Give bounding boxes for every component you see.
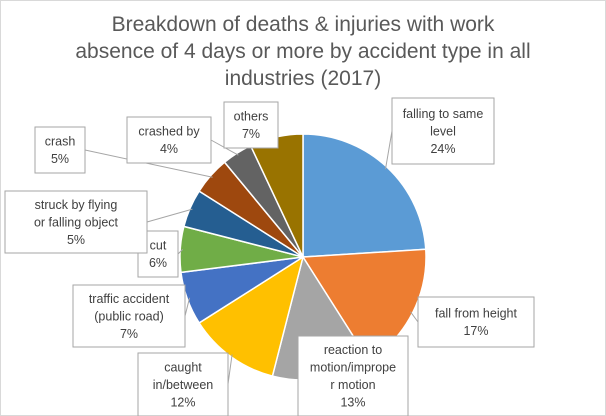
data-label-box (4, 190, 148, 254)
chart-title-line-1: Breakdown of deaths & injuries with work (112, 13, 495, 36)
data-label-category: others (234, 110, 269, 124)
data-label-box (72, 284, 186, 348)
chart-title: Breakdown of deaths & injuries with work… (75, 13, 530, 90)
data-labels: falling to same level 24% fall from height 1… (4, 97, 535, 416)
data-label-crashed-by: crashed by 4% (126, 116, 212, 164)
data-label-box (126, 116, 212, 164)
data-label-fall-from-height: fall from height 17% (417, 296, 535, 348)
data-label-caught-in-between: caught in/between 12% (137, 352, 229, 416)
leader-line-falling-to-same-level (385, 130, 393, 170)
data-label-traffic-accident-public-road: traffic accident (public road) 7% (72, 284, 186, 348)
data-label-value: 24% (430, 142, 455, 156)
leader-line-caught-in-between (227, 354, 233, 385)
data-label-category: crashed by (138, 125, 200, 139)
pie-slices (179, 133, 427, 381)
data-label-box (137, 352, 229, 416)
data-label-category: or falling object (34, 215, 119, 229)
data-label-reaction-to-motion-improper-motion: reaction to motion/imprope r motion 13% (297, 335, 409, 416)
data-label-category: falling to same (403, 107, 484, 121)
data-label-category: struck by flying (35, 198, 118, 212)
pie-slice-caught-in-between (198, 255, 305, 378)
data-label-value: 13% (340, 396, 365, 410)
leader-line-fall-from-height (409, 311, 419, 323)
leader-line-traffic-accident-public-road (184, 297, 191, 317)
data-label-crash: crash 5% (34, 126, 86, 174)
data-label-box (297, 335, 409, 416)
data-label-value: 4% (160, 142, 178, 156)
data-label-category: in/between (153, 378, 214, 392)
data-label-falling-to-same-level: falling to same level 24% (391, 97, 495, 165)
data-label-category: motion/imprope (310, 361, 396, 375)
data-label-category: caught (164, 360, 202, 374)
data-label-box (391, 97, 495, 165)
leader-line-struck-by-flying-or-falling-object (146, 208, 193, 223)
data-label-category: cut (150, 239, 167, 253)
data-label-box (34, 126, 86, 174)
data-label-category: fall from height (435, 307, 518, 321)
chart-title-line-3: industries (2017) (225, 67, 381, 90)
data-label-category: traffic accident (89, 292, 170, 306)
data-label-value: 5% (51, 152, 69, 166)
data-label-struck-by-flying-or-falling-object: struck by flying or falling object 5% (4, 190, 148, 254)
data-label-category: crash (45, 135, 76, 149)
data-label-value: 7% (242, 127, 260, 141)
data-label-category: (public road) (94, 309, 163, 323)
chart-title-line-2: absence of 4 days or more by accident ty… (75, 40, 530, 63)
data-label-category: level (430, 124, 456, 138)
leader-line-cut (177, 249, 184, 255)
data-label-category: reaction to (324, 343, 382, 357)
data-label-value: 5% (67, 233, 85, 247)
data-label-box (417, 296, 535, 348)
data-label-value: 17% (463, 324, 488, 338)
data-label-box (223, 101, 279, 149)
data-label-value: 7% (120, 327, 138, 341)
data-label-value: 12% (170, 395, 195, 409)
data-label-value: 6% (149, 256, 167, 270)
leader-line-crash (84, 149, 213, 178)
pie-slice-falling-to-same-level (302, 133, 427, 258)
data-label-others: others 7% (223, 101, 279, 149)
data-label-category: r motion (330, 378, 375, 392)
